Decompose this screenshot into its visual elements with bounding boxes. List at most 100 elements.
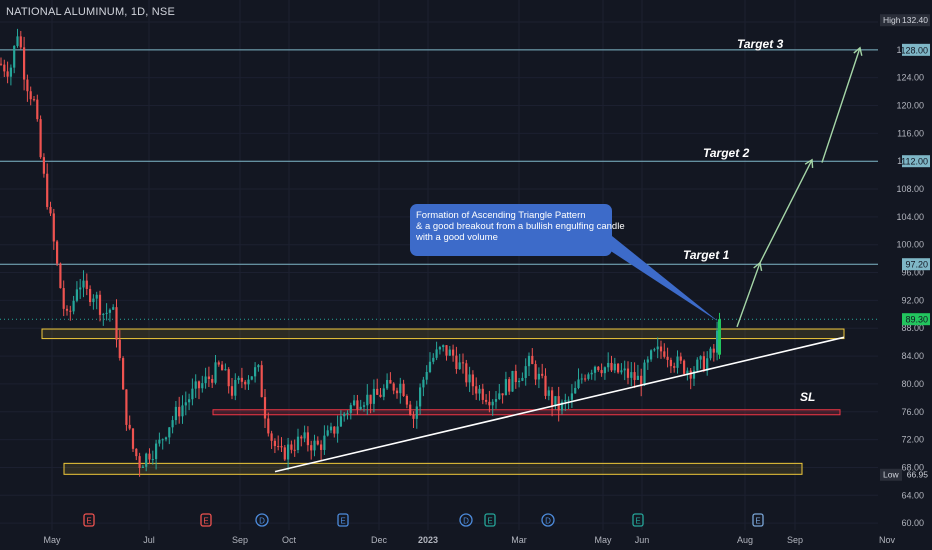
time-axis[interactable]: May Jul Sep Oct Dec 2023 Mar May Jun Aug Sep Nov — [0, 530, 932, 550]
candle-up — [574, 387, 577, 394]
candle-up — [188, 399, 191, 403]
candle-down — [217, 362, 220, 365]
arrow-to-target-2 — [759, 159, 813, 264]
candle-down — [389, 380, 392, 384]
earnings-event-marker — [337, 513, 349, 527]
candle-up — [448, 349, 451, 356]
candles-layer — [0, 28, 721, 477]
candle-up — [326, 430, 329, 436]
support-zone — [63, 462, 803, 475]
event-marker-letter: D — [545, 517, 551, 526]
stop-loss-label: SL — [800, 390, 816, 404]
candle-down — [283, 447, 286, 460]
candle-down — [395, 390, 399, 394]
target-2-label: Target 2 — [703, 146, 750, 160]
candle-up — [458, 362, 461, 370]
candle-down — [6, 71, 9, 77]
drawings-layer — [274, 46, 863, 473]
candle-up — [194, 381, 197, 389]
candle-up — [498, 393, 501, 400]
candle-up — [171, 420, 174, 428]
candle-up — [79, 287, 82, 290]
candle-up — [399, 383, 402, 394]
time-tick-label: Jun — [635, 535, 650, 545]
price-tick-label: 76.00 — [901, 407, 924, 417]
candle-down — [471, 374, 474, 387]
price-tick-label: 92.00 — [901, 295, 924, 305]
candle-up — [656, 346, 659, 350]
time-tick-label: Jul — [143, 535, 155, 545]
time-tick-label: Dec — [371, 535, 388, 545]
candle-down — [89, 288, 92, 303]
candle-down — [481, 388, 484, 400]
annotation-callout[interactable]: Formation of Ascending Triangle Pattern … — [410, 204, 625, 256]
event-marker-letter: E — [487, 517, 492, 526]
candle-down — [376, 388, 379, 395]
candle-up — [554, 396, 557, 406]
candle-up — [650, 350, 653, 360]
candle-up — [234, 379, 237, 396]
price-tick-label: 120.00 — [896, 101, 924, 111]
candle-up — [158, 439, 161, 444]
candle-up — [580, 378, 583, 380]
candle-down — [280, 446, 283, 448]
target-price-tag: 112.00 — [901, 157, 928, 167]
candle-down — [118, 339, 121, 359]
high-value-bg — [902, 14, 930, 27]
target-lines-layer — [0, 49, 878, 320]
candle-up — [141, 466, 144, 468]
candle-down — [626, 368, 630, 378]
price-tick-label: 124.00 — [896, 73, 924, 83]
current-price-tag-bg — [902, 313, 930, 326]
candle-up — [343, 413, 346, 417]
candle-down — [240, 377, 243, 382]
candle-up — [537, 373, 540, 380]
candle-up — [696, 359, 699, 371]
candle-down — [273, 440, 276, 447]
candle-down — [230, 386, 234, 396]
time-tick-label: 2023 — [418, 535, 438, 545]
candle-up — [603, 367, 606, 374]
event-marker-letter: E — [755, 517, 760, 526]
candle-down — [379, 394, 382, 397]
earnings-event-marker — [752, 513, 764, 527]
candle-up — [287, 444, 290, 460]
candle-up — [587, 374, 590, 379]
candle-up — [623, 368, 626, 371]
candle-down — [23, 47, 26, 80]
time-tick-label: Nov — [879, 535, 896, 545]
candle-up — [102, 313, 105, 315]
chart-title: NATIONAL ALUMINUM, 1D, NSE — [6, 6, 176, 18]
candle-down — [369, 394, 372, 404]
candle-up — [9, 67, 12, 77]
event-marker-letter: E — [635, 517, 640, 526]
candle-up — [419, 387, 422, 407]
candle-up — [108, 309, 111, 313]
candle-up — [699, 356, 702, 360]
price-tick-label: 116.00 — [897, 128, 924, 138]
price-tick-label: 84.00 — [901, 351, 924, 361]
candle-up — [547, 390, 550, 396]
time-tick-label: May — [594, 535, 612, 545]
candle-down — [531, 355, 534, 365]
candle-down — [702, 356, 705, 371]
candle-down — [135, 448, 138, 457]
candle-up — [706, 358, 709, 371]
candle-up — [105, 312, 108, 314]
candle-down — [197, 381, 201, 389]
candle-up — [16, 36, 19, 46]
candle-down — [56, 241, 59, 264]
candle-up — [590, 372, 593, 375]
candle-up — [151, 459, 154, 461]
time-tick-label: Mar — [511, 535, 527, 545]
earnings-event-marker — [632, 513, 644, 527]
target-price-tag: 97.20 — [905, 260, 928, 270]
candle-down — [663, 351, 666, 357]
time-tick-label: Sep — [232, 535, 248, 545]
candle-down — [461, 362, 465, 364]
candle-up — [491, 401, 494, 406]
candle-down — [689, 370, 692, 379]
price-axis[interactable]: 60.00 64.00 68.00 72.00 76.00 80.00 84.00 88.00… — [878, 0, 932, 530]
candle-down — [131, 428, 135, 449]
